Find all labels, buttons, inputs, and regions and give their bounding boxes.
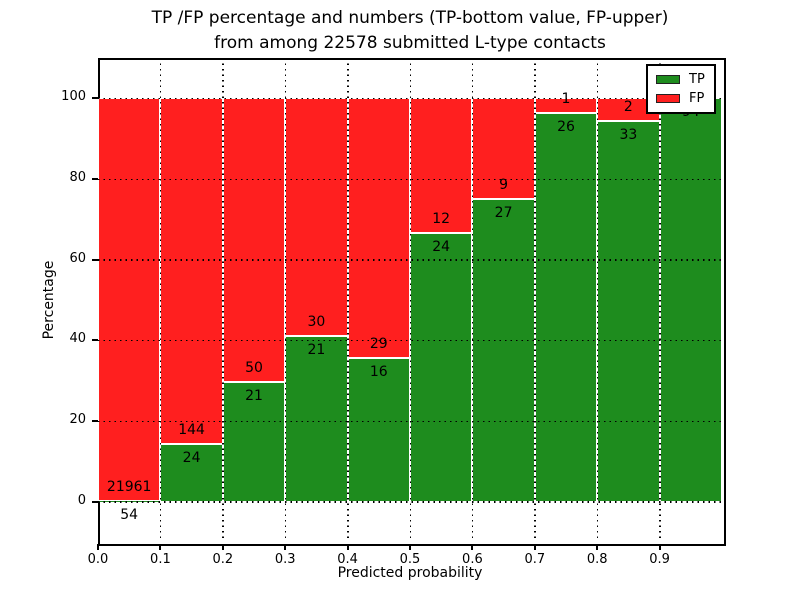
y-tick-mark <box>92 500 98 503</box>
fp-count-label: 50 <box>245 360 263 377</box>
tp-bar-segment <box>410 232 473 502</box>
x-tick-mark <box>159 544 162 550</box>
v-gridline <box>659 58 661 542</box>
tp-bar-segment <box>160 444 223 502</box>
fp-count-label: 30 <box>307 313 326 330</box>
fp-count-label: 29 <box>369 336 388 353</box>
fp-count-label: 1 <box>561 91 571 108</box>
legend-swatch-tp <box>656 75 680 84</box>
v-gridline <box>284 58 287 542</box>
tp-bar-segment <box>472 199 535 502</box>
tp-bar-segment <box>534 113 598 502</box>
v-gridline <box>222 58 224 542</box>
x-tick-label: 0.1 <box>150 552 171 567</box>
fp-count-label: 21961 <box>106 478 152 495</box>
x-tick-mark <box>596 544 599 550</box>
tp-count-label: 24 <box>182 450 201 467</box>
fp-bar-segment <box>285 98 348 336</box>
tp-count-label: 33 <box>619 127 638 144</box>
v-gridline <box>159 58 162 542</box>
fp-bar-segment <box>98 98 161 501</box>
x-tick-mark <box>471 544 474 550</box>
x-tick-label: 0.5 <box>399 552 421 567</box>
fp-count-label: 12 <box>432 210 451 227</box>
y-tick-label: 0 <box>77 492 86 508</box>
x-tick-mark <box>284 544 287 550</box>
chart-title: TP /FP percentage and numbers (TP-bottom… <box>98 6 722 56</box>
legend-item-tp: TP <box>656 73 706 86</box>
tp-count-label: 24 <box>432 238 451 255</box>
y-tick-label: 60 <box>69 250 86 266</box>
x-tick-label: 0.2 <box>212 552 234 567</box>
y-tick-mark <box>92 97 98 100</box>
x-tick-label: 0.4 <box>337 552 358 567</box>
tp-count-label: 54 <box>120 506 139 523</box>
fp-count-label: 9 <box>499 177 509 194</box>
tp-count-label: 21 <box>307 341 326 358</box>
y-tick-label: 20 <box>69 412 86 427</box>
v-gridline <box>534 58 536 542</box>
v-gridline <box>347 58 349 542</box>
y-tick-mark <box>92 178 98 180</box>
y-tick-mark <box>92 420 98 422</box>
tp-count-label: 26 <box>557 119 575 136</box>
legend-label: TP <box>689 72 705 87</box>
fp-bar-segment <box>347 98 410 359</box>
legend-swatch-fp <box>656 94 680 103</box>
tp-count-label: 16 <box>369 364 388 381</box>
x-tick-mark <box>221 544 224 550</box>
tp-count-label: 27 <box>494 205 513 222</box>
x-tick-mark <box>658 544 661 550</box>
x-tick-mark <box>346 544 349 550</box>
chart-title-line1: TP /FP percentage and numbers (TP-bottom… <box>151 8 669 28</box>
x-tick-label: 0.3 <box>274 552 296 567</box>
y-tick-mark <box>92 258 98 261</box>
x-tick-label: 0.6 <box>462 552 483 567</box>
v-gridline <box>596 58 599 542</box>
x-tick-mark <box>533 544 536 550</box>
fp-count-label: 2 <box>623 99 633 116</box>
fp-bar-segment <box>472 98 535 200</box>
y-tick-label: 40 <box>69 331 86 347</box>
fp-bar-segment <box>222 98 286 383</box>
legend-item-fp: FP <box>656 92 706 105</box>
y-tick-mark <box>92 339 98 342</box>
x-axis-label: Predicted probability <box>337 565 483 581</box>
x-tick-label: 0.0 <box>87 552 109 567</box>
y-tick-label: 80 <box>69 170 86 185</box>
legend-label: FP <box>689 91 705 106</box>
chart-title-line2: from among 22578 submitted L-type contac… <box>214 33 606 53</box>
fp-bar-segment <box>410 98 473 233</box>
y-tick-label: 100 <box>61 89 86 105</box>
x-tick-label: 0.8 <box>586 552 608 567</box>
tp-bar-segment <box>285 335 348 502</box>
tp-count-label: 21 <box>245 388 263 405</box>
v-gridline <box>471 58 474 542</box>
x-tick-label: 0.9 <box>649 552 670 567</box>
x-tick-mark <box>97 544 99 550</box>
tp-bar-segment <box>347 358 410 502</box>
x-tick-label: 0.7 <box>524 552 546 567</box>
v-gridline <box>409 58 411 542</box>
tp-bar-segment <box>222 382 286 502</box>
tp-bar-segment <box>597 121 660 502</box>
tp-bar-segment <box>659 98 722 502</box>
fp-count-label: 144 <box>178 422 205 439</box>
legend: TP FP <box>646 64 716 114</box>
x-tick-mark <box>409 544 411 550</box>
fp-bar-segment <box>160 98 223 445</box>
y-axis-label: Percentage <box>41 260 57 340</box>
